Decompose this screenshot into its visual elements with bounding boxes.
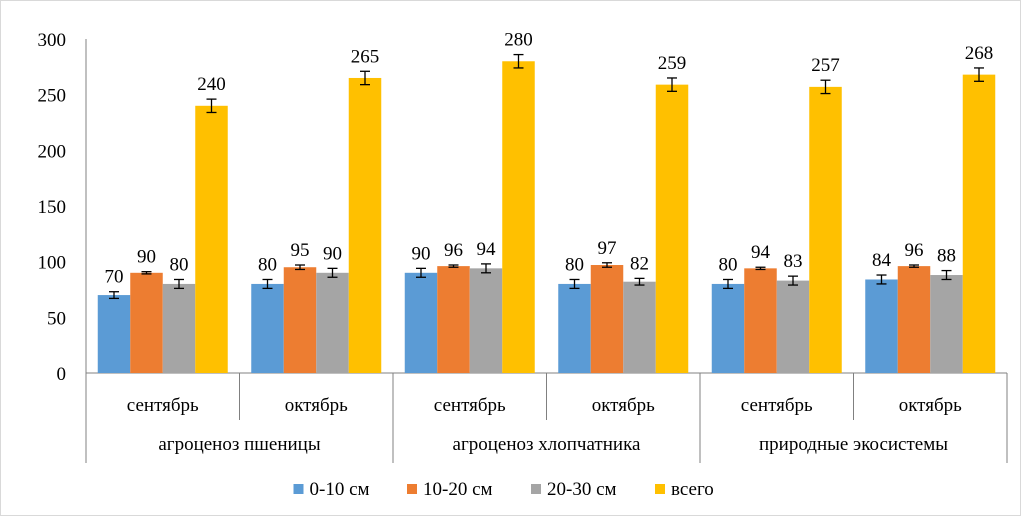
group-label: природные экосистемы — [759, 434, 948, 455]
bar — [162, 283, 196, 373]
legend-label: 0-10 см — [310, 479, 370, 500]
bar — [404, 272, 438, 373]
bar — [437, 266, 470, 373]
y-tick-label: 100 — [38, 253, 67, 274]
y-tick-label: 300 — [38, 30, 67, 51]
legend-label: всего — [671, 479, 714, 500]
bar — [809, 86, 842, 373]
data-label: 90 — [137, 247, 156, 268]
legend-swatch — [407, 484, 417, 494]
data-label: 83 — [784, 251, 803, 272]
data-label: 80 — [170, 254, 189, 275]
data-label: 96 — [905, 240, 924, 261]
bar — [97, 295, 131, 373]
data-label: 280 — [504, 30, 533, 51]
data-label: 96 — [444, 240, 463, 261]
data-label: 80 — [719, 254, 738, 275]
bar — [283, 267, 317, 373]
bar — [316, 272, 349, 373]
data-label: 257 — [811, 55, 840, 76]
bar — [930, 275, 963, 373]
data-label: 70 — [105, 267, 124, 288]
group-label: агроценоз пшеницы — [158, 434, 320, 455]
data-label: 265 — [351, 46, 380, 67]
bar — [744, 268, 777, 373]
y-tick-label: 50 — [47, 308, 66, 329]
data-label: 84 — [872, 250, 892, 271]
category-label: сентябрь — [127, 395, 199, 416]
category-label: сентябрь — [741, 395, 813, 416]
data-label: 95 — [291, 240, 310, 261]
bar — [776, 280, 810, 373]
bar — [711, 283, 745, 373]
category-label: октябрь — [592, 395, 655, 416]
bar — [590, 265, 624, 373]
data-label: 80 — [258, 254, 277, 275]
data-label: 90 — [323, 243, 342, 264]
y-tick-label: 200 — [38, 141, 67, 162]
bar — [962, 74, 996, 374]
category-label: октябрь — [285, 395, 348, 416]
bar — [348, 77, 382, 373]
data-label: 268 — [965, 43, 994, 64]
data-label: 88 — [937, 246, 956, 267]
bar — [195, 105, 228, 374]
data-label: 94 — [751, 242, 771, 263]
data-label: 82 — [630, 253, 649, 274]
bar — [655, 84, 689, 373]
legend-swatch — [655, 484, 665, 494]
data-label: 94 — [477, 239, 497, 260]
y-tick-label: 0 — [57, 364, 67, 385]
data-label: 90 — [412, 243, 431, 264]
legend-label: 10-20 см — [423, 479, 493, 500]
data-label: 259 — [658, 53, 687, 74]
legend-swatch — [531, 484, 541, 494]
data-label: 80 — [565, 254, 584, 275]
bar — [623, 281, 656, 373]
bar — [502, 61, 535, 374]
category-label: октябрь — [899, 395, 962, 416]
y-tick-label: 250 — [38, 86, 67, 107]
group-label: агроценоз хлопчатника — [453, 434, 641, 455]
category-label: сентябрь — [434, 395, 506, 416]
bar — [558, 283, 591, 373]
bar — [251, 283, 284, 373]
legend-label: 20-30 см — [547, 479, 617, 500]
bar — [130, 272, 163, 373]
data-label: 97 — [598, 238, 617, 259]
bar — [469, 268, 503, 373]
bar — [865, 279, 898, 373]
y-tick-label: 150 — [38, 197, 67, 218]
bar — [897, 266, 931, 373]
data-label: 240 — [197, 74, 226, 95]
legend-swatch — [293, 484, 304, 494]
